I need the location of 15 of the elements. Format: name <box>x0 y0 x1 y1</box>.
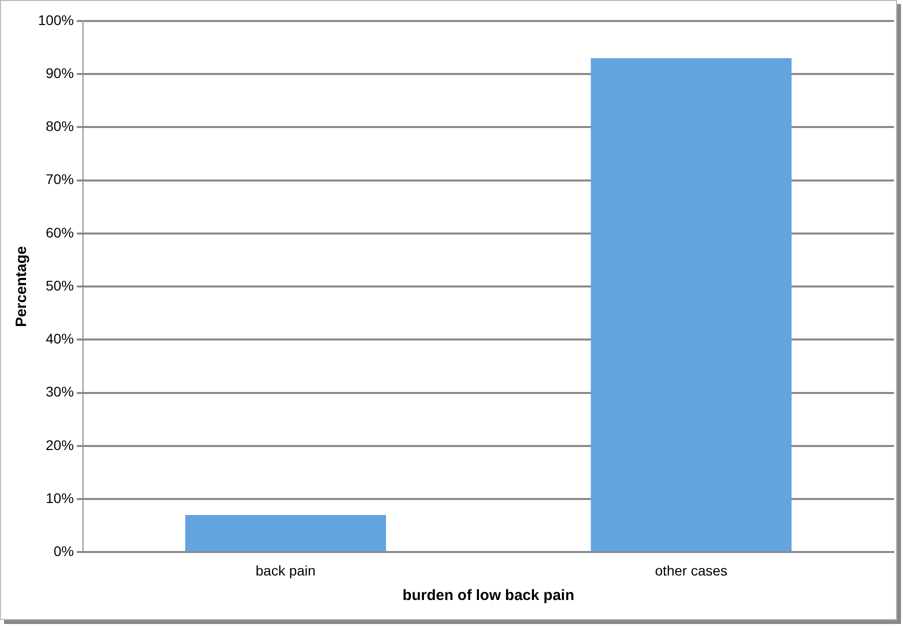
y-tick-label: 0% <box>54 543 74 560</box>
y-tick-label: 20% <box>46 436 74 453</box>
y-tick-label: 100% <box>38 12 74 28</box>
x-axis-title: burden of low back pain <box>402 587 574 604</box>
y-tick-label: 90% <box>46 64 74 81</box>
x-tick-label: back pain <box>256 562 316 578</box>
y-tick-label: 70% <box>46 171 74 188</box>
y-tick-label: 80% <box>46 118 74 134</box>
y-tick-label: 50% <box>46 277 74 294</box>
y-axis-title: Percentage <box>13 246 30 328</box>
y-tick-label: 30% <box>46 384 74 400</box>
y-tick-label: 10% <box>46 490 74 506</box>
x-tick-label: other cases <box>655 562 728 578</box>
y-tick-label: 40% <box>46 330 74 347</box>
y-tick-label: 60% <box>46 224 74 240</box>
